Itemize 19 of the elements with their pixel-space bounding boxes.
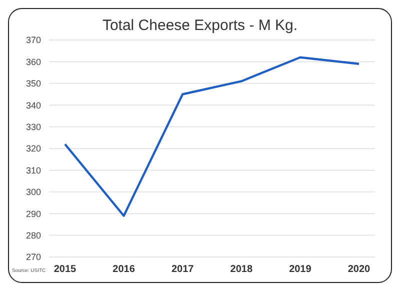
y-tick-label: 320: [26, 144, 41, 154]
line-series: [64, 56, 360, 217]
y-tick-label: 370: [26, 35, 41, 46]
y-tick-label: 290: [26, 208, 41, 219]
x-tick-label: 2018: [230, 264, 253, 276]
y-tick-label: 360: [26, 56, 41, 67]
y-tick-label: 350: [26, 78, 41, 89]
x-tick-label: 2019: [289, 264, 312, 276]
y-tick-label: 300: [26, 187, 41, 198]
x-tick-label: 2017: [171, 264, 194, 276]
y-tick-label: 340: [26, 100, 41, 110]
y-tick-label: 280: [26, 230, 41, 240]
x-tick-label: 2016: [112, 264, 136, 276]
x-tick-label: 2015: [54, 264, 77, 276]
y-tick-label: 270: [26, 252, 41, 262]
x-tick-label: 2020: [348, 264, 371, 276]
y-tick-label: 310: [26, 165, 41, 176]
chart-title: Total Cheese Exports - M Kg.: [101, 16, 299, 34]
y-tick-label: 330: [26, 122, 41, 132]
